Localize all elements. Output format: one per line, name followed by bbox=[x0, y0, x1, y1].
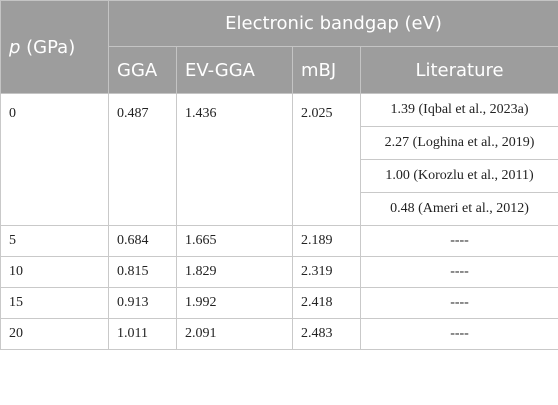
table-header: p (GPa) Electronic bandgap (eV) GGA EV-G… bbox=[0, 0, 558, 94]
evgga-cell: 1.992 bbox=[176, 287, 293, 319]
literature-cell: 0.48 (Ameri et al., 2012) bbox=[359, 192, 558, 226]
literature-cell: 1.39 (Iqbal et al., 2023a) bbox=[359, 93, 558, 127]
table-row: 20 1.011 2.091 2.483 ---- bbox=[0, 318, 558, 350]
table-row: 10 0.815 1.829 2.319 ---- bbox=[0, 256, 558, 288]
literature-column-header: Literature bbox=[359, 46, 558, 94]
table-row: 15 0.913 1.992 2.418 ---- bbox=[0, 287, 558, 319]
pressure-symbol: p bbox=[9, 36, 21, 58]
pressure-cell: 0 bbox=[0, 93, 109, 226]
mbj-cell: 2.189 bbox=[292, 225, 361, 257]
pressure-cell: 15 bbox=[0, 287, 109, 319]
gga-cell: 0.815 bbox=[108, 256, 177, 288]
evgga-cell: 2.091 bbox=[176, 318, 293, 350]
literature-cell: 2.27 (Loghina et al., 2019) bbox=[359, 126, 558, 160]
table-row: 5 0.684 1.665 2.189 ---- bbox=[0, 225, 558, 257]
literature-cell: ---- bbox=[359, 256, 558, 288]
table-body: 0 0.487 1.436 2.025 1.39 (Iqbal et al., … bbox=[0, 93, 558, 350]
mbj-column-header: mBJ bbox=[292, 46, 361, 94]
evgga-cell: 1.665 bbox=[176, 225, 293, 257]
literature-cell: 1.00 (Korozlu et al., 2011) bbox=[359, 159, 558, 193]
evgga-cell: 1.829 bbox=[176, 256, 293, 288]
pressure-unit: (GPa) bbox=[20, 36, 76, 58]
table-row: 2.27 (Loghina et al., 2019) bbox=[1, 126, 558, 160]
evgga-cell: 1.436 bbox=[176, 93, 293, 226]
mbj-cell: 2.418 bbox=[292, 287, 361, 319]
gga-column-header: GGA bbox=[108, 46, 177, 94]
evgga-column-header: EV-GGA bbox=[176, 46, 293, 94]
pressure-cell: 10 bbox=[0, 256, 109, 288]
gga-cell: 1.011 bbox=[108, 318, 177, 350]
pressure-cell: 5 bbox=[0, 225, 109, 257]
gga-cell: 0.487 bbox=[108, 93, 177, 226]
mbj-cell: 2.483 bbox=[292, 318, 361, 350]
literature-cell: ---- bbox=[359, 225, 558, 257]
gga-cell: 0.684 bbox=[108, 225, 177, 257]
literature-cell: ---- bbox=[359, 287, 558, 319]
pressure-column-header: p (GPa) bbox=[0, 0, 109, 94]
pressure-cell: 20 bbox=[0, 318, 109, 350]
bandgap-group-header: Electronic bandgap (eV) bbox=[107, 0, 558, 47]
literature-cell: ---- bbox=[359, 318, 558, 350]
gga-cell: 0.913 bbox=[108, 287, 177, 319]
bandgap-table: p (GPa) Electronic bandgap (eV) GGA EV-G… bbox=[0, 0, 558, 350]
table-row: 1.00 (Korozlu et al., 2011) bbox=[1, 159, 558, 193]
mbj-cell: 2.025 bbox=[292, 93, 361, 226]
mbj-cell: 2.319 bbox=[292, 256, 361, 288]
table-row: 0 0.487 1.436 2.025 1.39 (Iqbal et al., … bbox=[0, 93, 558, 226]
